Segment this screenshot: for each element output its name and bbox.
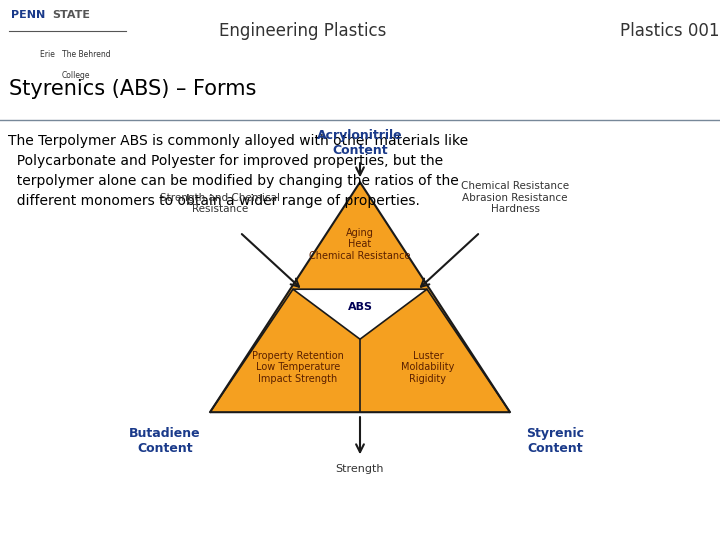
Polygon shape — [210, 182, 510, 412]
Text: STATE: STATE — [52, 10, 90, 20]
Text: Strength: Strength — [336, 464, 384, 474]
Text: terpolymer alone can be modified by changing the ratios of the: terpolymer alone can be modified by chan… — [8, 174, 459, 188]
Polygon shape — [293, 289, 427, 339]
Text: Erie   The Behrend: Erie The Behrend — [40, 50, 110, 59]
Text: College: College — [61, 71, 90, 80]
Text: Polycarbonate and Polyester for improved properties, but the: Polycarbonate and Polyester for improved… — [8, 154, 443, 168]
Text: Styrenic
Content: Styrenic Content — [526, 427, 584, 455]
Text: ABS: ABS — [348, 302, 372, 312]
Text: Plastics 001: Plastics 001 — [620, 22, 719, 40]
Text: Acrylonitrile
Content: Acrylonitrile Content — [318, 129, 402, 157]
Text: PENN: PENN — [11, 10, 45, 20]
Text: Property Retention
Low Temperature
Impact Strength: Property Retention Low Temperature Impac… — [252, 350, 344, 384]
Text: Engineering Plastics: Engineering Plastics — [219, 22, 386, 40]
Text: Styrenics (ABS) – Forms: Styrenics (ABS) – Forms — [9, 79, 256, 99]
Text: The Terpolymer ABS is commonly alloyed with other materials like: The Terpolymer ABS is commonly alloyed w… — [8, 134, 468, 148]
Text: different monomers to obtain a wider range of properties.: different monomers to obtain a wider ran… — [8, 194, 420, 208]
Text: Luster
Moldability
Rigidity: Luster Moldability Rigidity — [401, 350, 455, 384]
Text: Chemical Resistance
Abrasion Resistance
Hardness: Chemical Resistance Abrasion Resistance … — [461, 181, 570, 214]
Text: Strength and Chemical
Resistance: Strength and Chemical Resistance — [160, 193, 280, 214]
Text: Butadiene
Content: Butadiene Content — [129, 427, 201, 455]
Text: Aging
Heat
Chemical Resistance: Aging Heat Chemical Resistance — [310, 227, 410, 261]
